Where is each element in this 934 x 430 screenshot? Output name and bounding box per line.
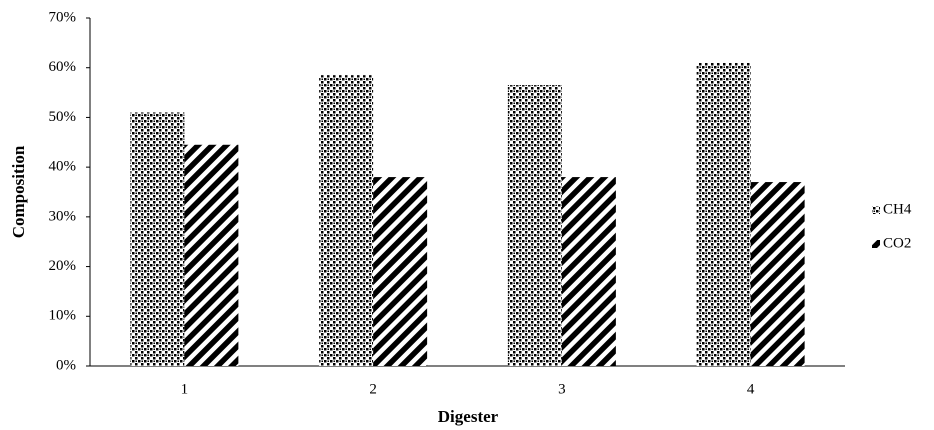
x-tick-label: 4: [747, 381, 755, 397]
y-tick-label: 50%: [49, 109, 77, 125]
legend-swatch: [872, 240, 880, 248]
y-tick-label: 0%: [56, 357, 76, 373]
legend-label: CH4: [883, 201, 912, 217]
bar: [561, 177, 616, 366]
x-tick-label: 1: [181, 381, 189, 397]
legend-swatch: [872, 206, 880, 214]
y-tick-label: 40%: [49, 159, 77, 175]
y-axis-title: Composition: [9, 145, 28, 238]
y-tick-label: 20%: [49, 258, 77, 274]
y-tick-label: 70%: [49, 9, 77, 25]
bar: [373, 177, 428, 366]
bar: [696, 62, 751, 366]
y-tick-label: 60%: [49, 59, 77, 75]
bar: [130, 112, 185, 366]
bar: [507, 85, 562, 366]
y-tick-label: 10%: [49, 308, 77, 324]
y-tick-label: 30%: [49, 208, 77, 224]
bar: [319, 75, 374, 367]
bar: [184, 144, 239, 366]
x-tick-label: 2: [369, 381, 377, 397]
legend-label: CO2: [883, 235, 911, 251]
x-axis-title: Digester: [438, 407, 499, 426]
bar: [750, 182, 805, 366]
x-tick-label: 3: [558, 381, 566, 397]
